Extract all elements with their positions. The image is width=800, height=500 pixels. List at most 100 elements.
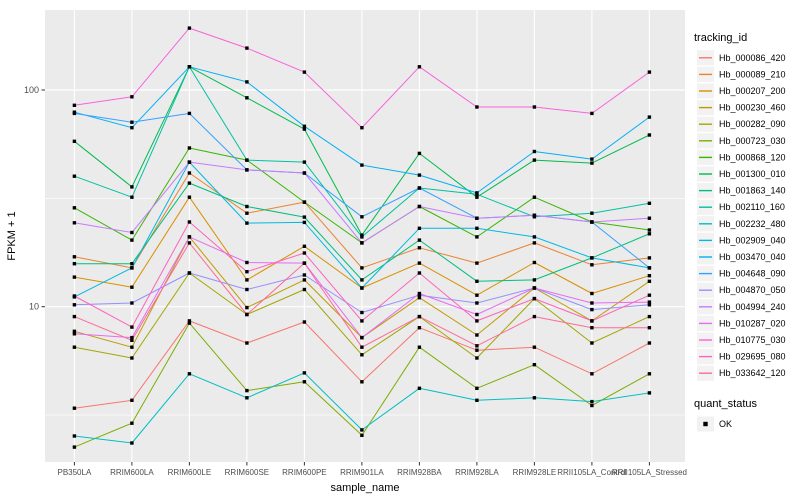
- data-point: [302, 124, 307, 128]
- data-point: [647, 115, 652, 119]
- legend-item: Hb_001863_140: [697, 183, 786, 199]
- data-point: [475, 398, 479, 402]
- data-point: [360, 241, 364, 245]
- data-point: [590, 220, 594, 224]
- data-point: [532, 396, 537, 400]
- data-point: [130, 335, 134, 340]
- data-point: [302, 287, 307, 292]
- data-point: [647, 391, 652, 395]
- data-point: [72, 406, 77, 410]
- data-point: [532, 345, 537, 349]
- data-point: [72, 294, 77, 298]
- data-point: [302, 380, 307, 384]
- legend-item: Hb_000086_420: [697, 50, 786, 66]
- data-point: [245, 287, 249, 292]
- data-point: [647, 228, 652, 232]
- data-point: [302, 278, 307, 282]
- quant-legend-item: OK: [697, 416, 732, 432]
- data-point: [72, 329, 77, 333]
- data-point: [532, 296, 537, 301]
- legend-label: Hb_029695_080: [719, 352, 786, 362]
- data-point: [360, 126, 364, 130]
- legend-label: Hb_010775_030: [719, 335, 786, 345]
- data-point: [130, 338, 134, 342]
- data-point: [475, 261, 479, 265]
- data-point: [130, 120, 134, 124]
- data-point: [72, 434, 77, 438]
- data-point: [245, 158, 249, 162]
- data-point: [590, 263, 594, 267]
- data-point: [532, 314, 537, 319]
- data-point: [647, 293, 652, 297]
- data-point: [647, 326, 652, 330]
- data-point: [187, 195, 192, 199]
- data-point: [245, 168, 249, 172]
- data-point: [72, 445, 77, 449]
- data-point: [475, 301, 479, 305]
- legend-item: Hb_010287_020: [697, 315, 786, 331]
- data-point: [187, 146, 192, 150]
- legend-item: Hb_002232_480: [697, 216, 786, 232]
- data-point: [245, 278, 249, 282]
- data-point: [245, 305, 249, 310]
- legend-label: Hb_002232_480: [719, 219, 786, 229]
- quant-key-marker: [703, 421, 708, 427]
- x-axis-title: sample_name: [330, 482, 399, 494]
- data-point: [647, 300, 652, 304]
- legend-item: Hb_002909_040: [697, 232, 786, 248]
- data-point: [245, 80, 249, 84]
- data-point: [187, 241, 192, 245]
- data-point: [475, 356, 479, 360]
- data-point: [187, 220, 192, 224]
- legend-label: Hb_000282_090: [719, 119, 786, 129]
- x-tick-label: RRIM928LA: [455, 468, 499, 477]
- legend-label: Hb_001300_010: [719, 169, 786, 179]
- legend-item: Hb_000207_200: [697, 83, 786, 99]
- legend-item: Hb_001300_010: [697, 166, 786, 182]
- legend-label: Hb_000723_030: [719, 136, 786, 146]
- data-point: [130, 230, 134, 235]
- data-point: [360, 335, 364, 340]
- data-point: [647, 279, 652, 283]
- legend-label: Hb_002110_160: [719, 202, 785, 212]
- data-point: [475, 319, 479, 323]
- data-point: [360, 428, 364, 432]
- data-point: [130, 285, 134, 289]
- legend-label: Hb_033642_120: [719, 368, 786, 378]
- data-point: [647, 201, 652, 205]
- data-point: [302, 171, 307, 175]
- data-point: [532, 278, 537, 282]
- data-point: [532, 213, 537, 217]
- data-point: [590, 157, 594, 161]
- legend-item: Hb_003470_040: [697, 249, 786, 265]
- quant-legend-label: OK: [719, 419, 732, 429]
- data-point: [475, 216, 479, 220]
- data-point: [590, 372, 594, 376]
- legend-item: Hb_002110_160: [697, 199, 785, 215]
- y-tick-label: 100: [24, 85, 39, 95]
- data-point: [417, 296, 422, 300]
- data-point: [417, 173, 422, 177]
- data-point: [590, 301, 594, 305]
- legend-label: Hb_000089_210: [719, 69, 786, 79]
- data-point: [187, 271, 192, 275]
- data-point: [302, 215, 307, 219]
- data-point: [187, 26, 192, 30]
- data-point: [187, 321, 192, 325]
- data-point: [245, 396, 249, 400]
- data-point: [475, 386, 479, 390]
- data-point: [245, 270, 249, 274]
- data-point: [360, 319, 364, 323]
- x-tick-label: RRII105LA_Control: [557, 468, 627, 477]
- legend-item: Hb_000282_090: [697, 116, 786, 132]
- data-point: [647, 70, 652, 74]
- data-point: [417, 271, 422, 275]
- data-point: [590, 161, 594, 165]
- x-tick-label: RRII105LA_Stressed: [612, 468, 687, 477]
- data-point: [245, 260, 249, 265]
- data-point: [130, 262, 134, 266]
- data-point: [302, 251, 307, 255]
- data-point: [532, 286, 537, 290]
- data-point: [590, 211, 594, 215]
- x-tick-label: RRIM901LA: [340, 468, 384, 477]
